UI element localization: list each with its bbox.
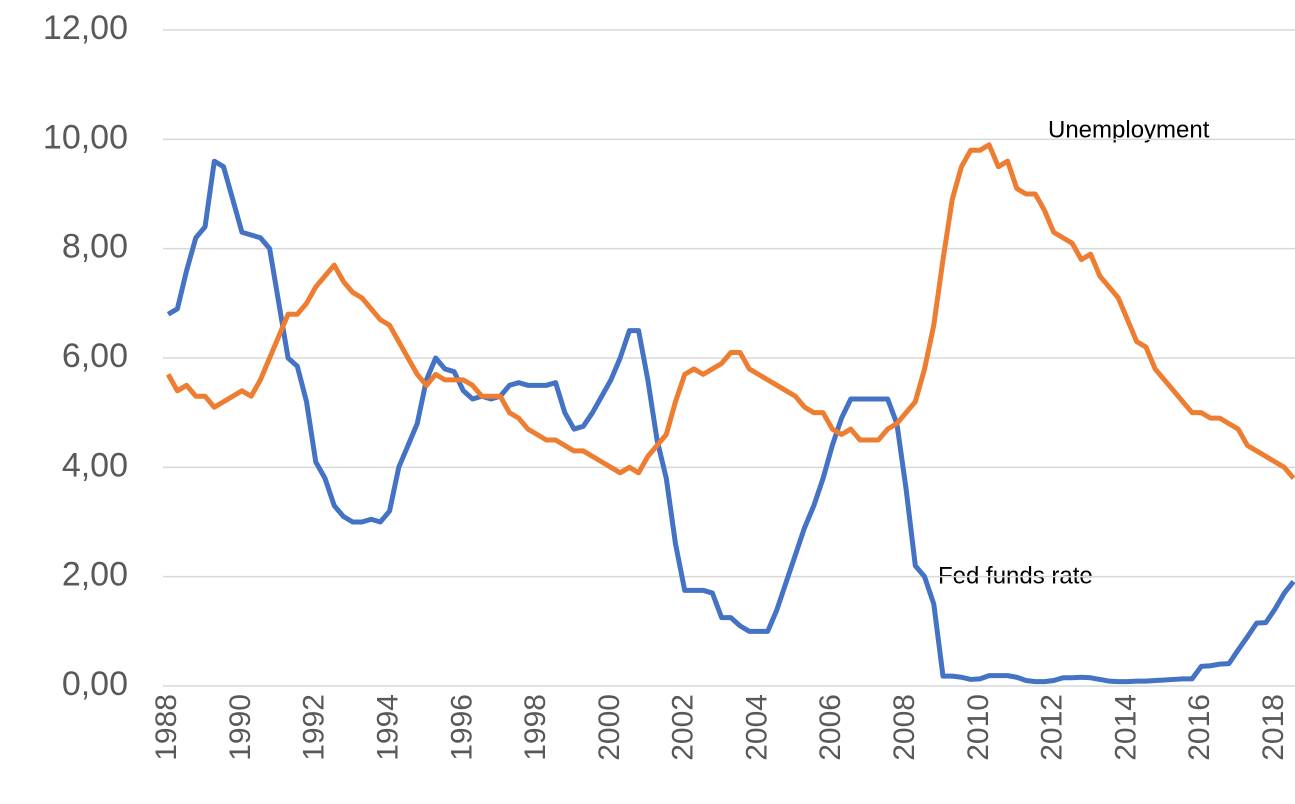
- x-tick-label: 2012: [1036, 694, 1069, 761]
- x-tick-label: 2016: [1183, 694, 1216, 761]
- y-tick-label: 8,00: [62, 228, 128, 266]
- x-tick-label: 2018: [1257, 694, 1290, 761]
- y-tick-label: 6,00: [62, 337, 128, 375]
- y-tick-label: 10,00: [43, 118, 128, 156]
- x-tick-label: 2000: [593, 694, 626, 761]
- x-tick-label: 1992: [298, 694, 331, 761]
- x-tick-label: 2008: [888, 694, 921, 761]
- x-tick-label: 2002: [667, 694, 700, 761]
- y-tick-label: 4,00: [62, 446, 128, 484]
- y-tick-label: 0,00: [62, 665, 128, 703]
- x-tick-label: 2006: [814, 694, 847, 761]
- annotation: Fed funds rate: [938, 562, 1093, 589]
- x-tick-label: 2004: [740, 694, 773, 761]
- line-series: [165, 142, 1295, 480]
- y-tick-label: 12,00: [43, 9, 128, 47]
- line-series: [166, 158, 1295, 685]
- y-tick-label: 2,00: [62, 556, 128, 594]
- x-tick-label: 1998: [519, 694, 552, 761]
- x-tick-label: 2014: [1109, 694, 1142, 761]
- x-tick-label: 1994: [371, 694, 404, 761]
- x-tick-label: 1988: [150, 694, 183, 761]
- x-tick-label: 1990: [224, 694, 257, 761]
- x-tick-label: 2010: [962, 694, 995, 761]
- x-tick-label: 1996: [445, 694, 478, 761]
